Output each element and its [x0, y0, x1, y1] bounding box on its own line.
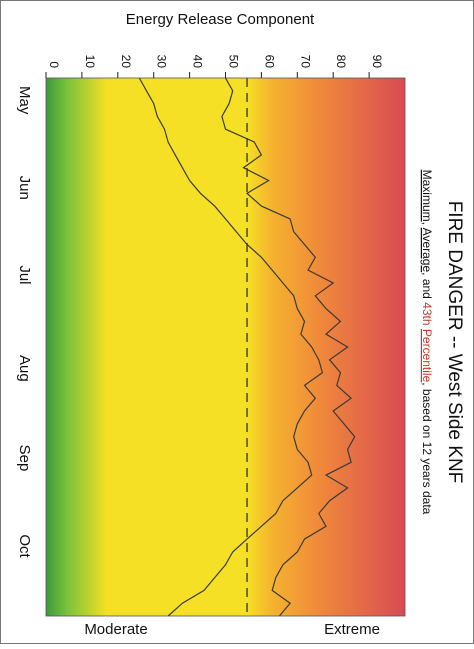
subtitle-rest: , based on 12 years data	[420, 382, 434, 514]
month-label-group: Oct	[16, 534, 33, 558]
subtitle-sep2: , and	[420, 272, 434, 302]
chart-subtitle: Maximum, Average, and 43th Percentile, b…	[420, 170, 434, 515]
series-line-maximum	[221, 77, 356, 617]
subtitle-percentile-value: 43th	[420, 302, 434, 325]
value-axis-label: Energy Release Component	[126, 11, 315, 28]
value-tick-label: 90	[370, 55, 384, 69]
value-tick-group: 0 10 20 30 40 50 60 70 80 90	[45, 55, 384, 78]
month-label-group: Jul	[16, 265, 33, 284]
value-tick-label-group: 10	[83, 55, 97, 69]
value-tick-label-group: 20	[119, 55, 133, 69]
value-tick-label: 60	[262, 55, 276, 69]
danger-gradient-background	[46, 78, 405, 616]
month-label: Oct	[16, 534, 33, 558]
value-tick-label: 20	[119, 55, 133, 69]
month-label-group: May Jun Jul Aug Sep Oct	[16, 86, 33, 559]
value-tick-label: 40	[191, 55, 205, 69]
value-tick-label-group: 80	[334, 55, 348, 69]
subtitle-sep1: ,	[420, 222, 434, 228]
month-label-group: Aug	[16, 355, 33, 382]
month-label-group: May	[16, 86, 33, 115]
value-tick-label-group: 90	[370, 55, 384, 69]
value-tick-label-group: 0	[47, 61, 61, 68]
subtitle-average: Average	[420, 228, 434, 273]
value-tick-label-group: 30	[155, 55, 169, 69]
value-tick-label-group: 70	[298, 55, 312, 69]
value-tick-label: 50	[227, 55, 241, 69]
month-label: Aug	[16, 355, 33, 382]
value-tick-label: 0	[47, 61, 61, 68]
value-tick-label: 30	[155, 55, 169, 69]
month-label-group: Jun	[16, 176, 33, 200]
subtitle-group: Maximum, Average, and 43th Percentile, b…	[420, 170, 434, 515]
title-group: FIRE DANGER -- West Side KNF	[444, 201, 465, 484]
value-tick-label: 80	[334, 55, 348, 69]
scale-label-moderate: Moderate	[84, 621, 147, 638]
scale-label-extreme: Extreme	[324, 621, 380, 638]
month-label-group: Sep	[16, 445, 33, 472]
value-tick-label-group: 60	[262, 55, 276, 69]
month-label: Jun	[16, 176, 33, 200]
value-tick-label: 10	[83, 55, 97, 69]
subtitle-percentile-word: Percentile	[420, 329, 434, 383]
month-label: Jul	[16, 265, 33, 284]
month-label: Sep	[16, 445, 33, 472]
subtitle-maximum: Maximum	[420, 170, 434, 222]
month-label: May	[16, 86, 33, 115]
series-line-average	[138, 77, 324, 617]
value-tick-label: 70	[298, 55, 312, 69]
chart-title: FIRE DANGER -- West Side KNF	[444, 201, 465, 484]
value-tick-label-group: 50	[227, 55, 241, 69]
value-tick-label-group: 40	[191, 55, 205, 69]
